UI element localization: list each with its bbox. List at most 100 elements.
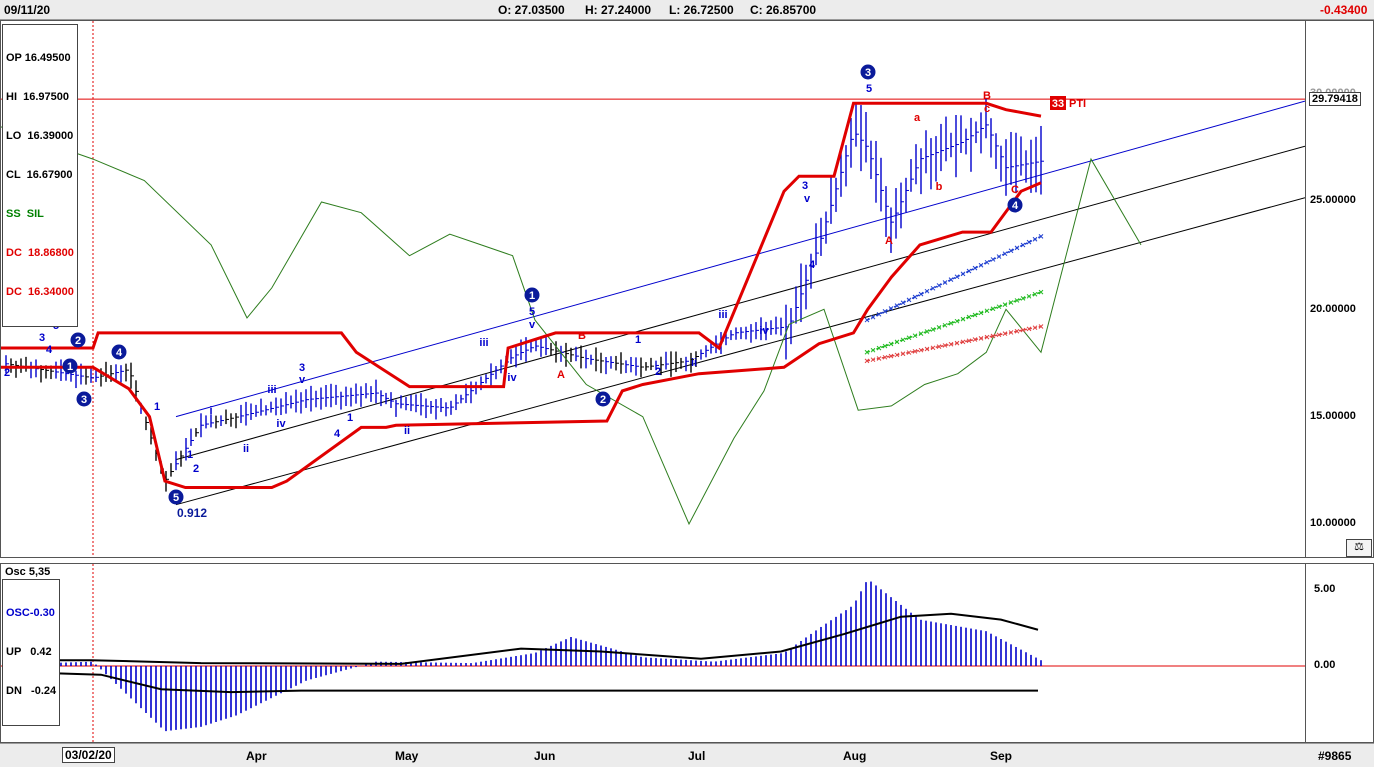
wave-label-red: c [984, 103, 990, 115]
projection-red-line-mark [924, 346, 930, 352]
wave-label-blue: v [804, 193, 811, 205]
projection-red-line-mark [882, 354, 888, 360]
price-axis-highlight: 29.79418 [1309, 92, 1361, 106]
wave-1-circle-b-text: 1 [529, 290, 535, 302]
price-axis-tick-15: 15.00000 [1310, 410, 1356, 422]
wave-label-blue: iii [479, 337, 488, 349]
month-aug: Aug [843, 749, 867, 763]
projection-blue-line-mark [948, 277, 954, 283]
wave-2-circle-b-text: 2 [600, 394, 606, 406]
header-close: C: 26.85700 [750, 3, 817, 17]
projection-blue-line-mark [1014, 245, 1020, 251]
projection-red-line-mark [990, 333, 996, 339]
footer-code: #9865 [1318, 749, 1352, 763]
projection-red-line-mark [888, 353, 894, 359]
projection-blue-line-mark [936, 283, 942, 288]
projection-red-line-mark [984, 334, 990, 340]
projection-red-line-mark [948, 341, 954, 347]
wave-label-red: C [1011, 184, 1019, 196]
wave-label-blue: 4 [809, 259, 816, 271]
projection-blue-line-mark [984, 259, 990, 265]
projection-green-line-mark [1008, 300, 1014, 305]
projection-green-line-mark [972, 312, 978, 318]
projection-red-line-mark [930, 345, 936, 351]
projection-blue-line-mark [912, 294, 918, 300]
time-axis[interactable]: 03/02/20 Apr May Jun Jul Aug Sep #9865 [0, 743, 1374, 767]
projection-red-line-mark [912, 349, 918, 354]
wave-1-circle-a-text: 1 [67, 361, 73, 373]
wave-2-circle-a [70, 332, 86, 348]
projection-blue-line-mark [882, 309, 888, 314]
projection-red-line-mark [954, 340, 960, 346]
projection-green-line-mark [966, 314, 972, 320]
info-dc-low: DC 16.34000 [6, 286, 74, 298]
wave-label-red: A [557, 369, 565, 381]
projection-green-line-mark [876, 345, 882, 351]
projection-red-line-mark [978, 335, 984, 341]
header-change: -0.43400 [1320, 3, 1368, 17]
wave-label-blue: v [529, 319, 536, 331]
wave-label-blue: 4 [46, 344, 53, 356]
projection-blue-line-mark [972, 265, 978, 271]
scale-icon[interactable]: ⚖ [1346, 539, 1372, 557]
projection-red-line-mark [870, 357, 876, 363]
projection-green-line-mark [1002, 302, 1008, 307]
oscillator-axis[interactable]: 5.00 0.00 [1306, 563, 1374, 743]
osc-value: OSC-0.30 [6, 607, 55, 619]
projection-green-line-mark [924, 329, 930, 334]
wave-label-blue: 1 [187, 449, 193, 461]
projection-green-line-mark [954, 318, 960, 324]
projection-green-line-mark [1038, 289, 1044, 295]
wave-label-red: a [914, 112, 921, 124]
osc-dn: DN -0.24 [6, 685, 57, 697]
wave-label-blue: 3 [39, 332, 45, 344]
projection-red-line [866, 325, 1042, 362]
time-axis-start-date: 03/02/20 [62, 747, 115, 763]
channel-lower-line [175, 197, 1305, 506]
info-open: OP 16.49500 [6, 52, 71, 64]
projection-blue-line-mark [978, 262, 984, 268]
projection-green-line-mark [930, 327, 936, 332]
projection-blue-line-mark [1026, 239, 1032, 245]
wave-label-blue: 3 [802, 180, 808, 192]
projection-green-line-mark [870, 347, 876, 353]
info-dc-high: DC 18.86800 [6, 247, 74, 259]
month-jun: Jun [534, 749, 556, 763]
projection-blue-line-mark [1020, 242, 1026, 248]
month-jul: Jul [688, 749, 706, 763]
projection-red-line-mark [960, 339, 966, 345]
info-close: CL 16.67900 [6, 169, 73, 181]
price-chart-panel[interactable]: 521345123453423viiiiviii41iiiiiiv5v12iii… [0, 20, 1306, 558]
wave-label-red: b [936, 181, 943, 193]
channel-middle-line [175, 145, 1305, 461]
price-axis-tick-10: 10.00000 [1310, 517, 1356, 529]
projection-red-line-mark [900, 351, 906, 357]
projection-blue-line-mark [930, 285, 936, 291]
wave-label-red: B [578, 330, 586, 342]
wave-label-blue: 5 [529, 306, 535, 318]
price-info-box: OP 16.49500 HI 16.97500 LO 16.39000 CL 1… [2, 24, 78, 327]
projection-blue-line [866, 235, 1042, 321]
wave-3-circle-a-text: 3 [81, 394, 87, 406]
osc-up: UP 0.42 [6, 646, 52, 658]
projection-green-line-mark [1014, 298, 1020, 303]
price-axis[interactable]: 30.00000 29.79418 25.00000 20.00000 15.0… [1306, 20, 1374, 558]
projection-blue-line-mark [924, 288, 930, 294]
projection-blue-line-mark [906, 297, 912, 303]
projection-red-line-mark [1008, 330, 1014, 335]
wave-label-blue: iv [276, 418, 286, 430]
projection-green-line-mark [1020, 296, 1026, 301]
projection-green-line-mark [894, 339, 900, 345]
wave-4-circle-a-text: 4 [116, 347, 123, 359]
oscillator-panel[interactable]: Osc 5,35 OSC-0.30 UP 0.42 DN -0.24 [0, 563, 1306, 743]
osc-axis-tick-5: 5.00 [1314, 583, 1336, 595]
wave-label-blue: i [209, 405, 212, 417]
header-low: L: 26.72500 [669, 3, 734, 17]
info-symbol: SS SIL [6, 208, 44, 220]
wave-2-circle-b [595, 391, 611, 407]
wave-label-blue: 3 [299, 362, 305, 374]
projection-blue-line-mark [870, 314, 876, 320]
osc-title: Osc 5,35 [5, 566, 51, 578]
projection-green-line-mark [978, 310, 984, 316]
wave-label-blue: iv [759, 325, 769, 337]
